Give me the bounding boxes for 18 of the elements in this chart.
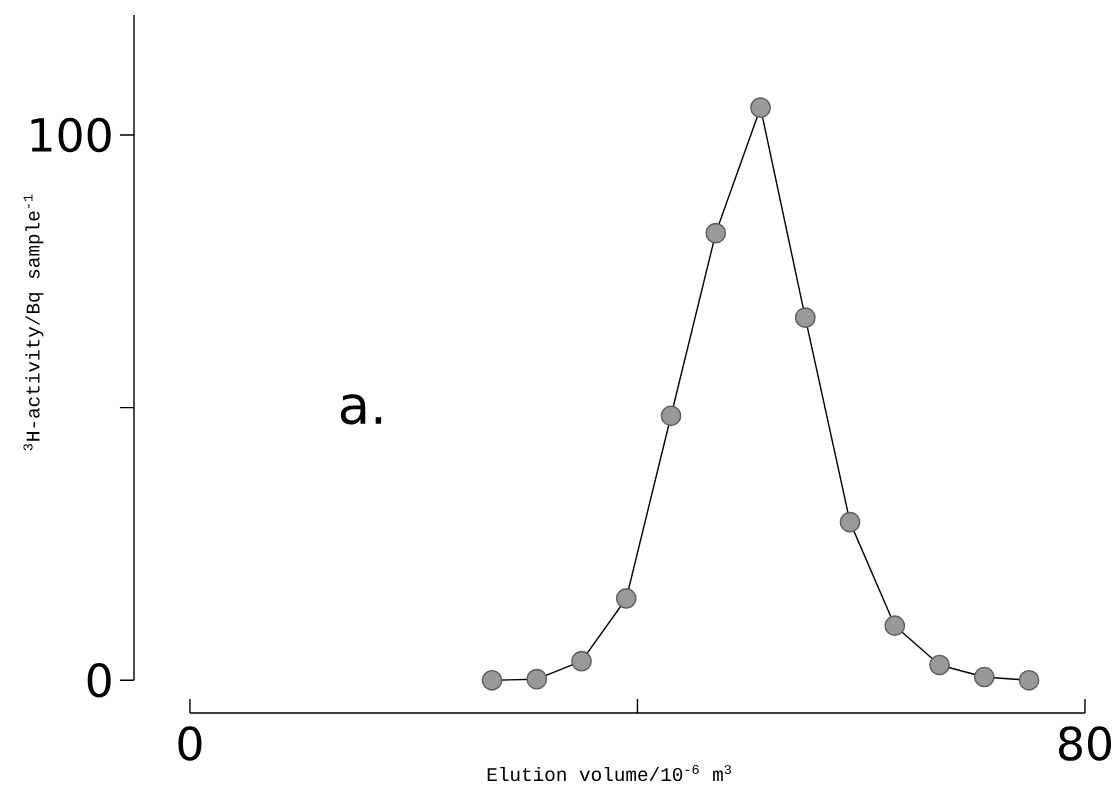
x-axis-title: Elution volume/10$^{-6}$ m$^{3}$: [487, 764, 731, 782]
y-tick-label: 100: [31, 117, 111, 153]
point: [705, 222, 727, 244]
point: [839, 511, 861, 533]
point: [973, 666, 995, 688]
point: [571, 650, 592, 672]
point: [1018, 669, 1040, 691]
point: [481, 669, 503, 691]
point: [615, 588, 637, 609]
annotation: a.: [340, 394, 382, 425]
point: [929, 654, 950, 676]
x-tick-label: 80: [1059, 726, 1112, 761]
point: [660, 405, 682, 427]
y-axis-title: $^{3}$H-activity/Bq sample$^{-1}$: [23, 194, 44, 451]
point: [794, 307, 816, 328]
point: [750, 97, 771, 119]
point: [884, 615, 906, 637]
point: [526, 668, 548, 690]
